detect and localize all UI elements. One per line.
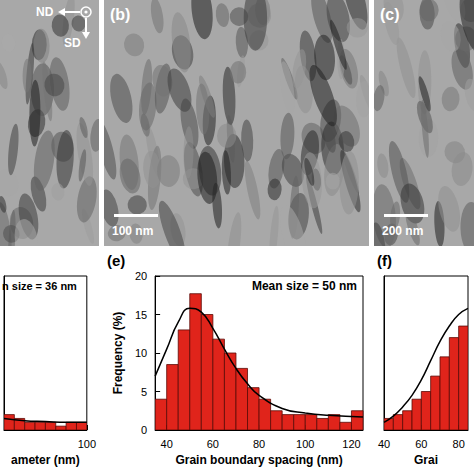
html-text:(c): (c) [380, 6, 400, 23]
html-text:100 nm: 100 nm [112, 224, 154, 238]
svg-text:120: 120 [342, 438, 360, 450]
svg-text:20: 20 [135, 270, 147, 282]
svg-text:40: 40 [378, 438, 390, 450]
html-text:(e): (e) [107, 252, 126, 269]
svg-text:15: 15 [135, 309, 147, 321]
svg-text:Frequency (%): Frequency (%) [111, 312, 125, 395]
svg-text:ameter (nm): ameter (nm) [11, 453, 80, 467]
svg-text:Grain boundary spacing (nm): Grain boundary spacing (nm) [175, 453, 342, 467]
html-text:ND: ND [36, 5, 54, 19]
svg-text:40: 40 [161, 438, 173, 450]
svg-text:10: 10 [135, 347, 147, 359]
html-text:SD: SD [64, 36, 81, 50]
svg-text:60: 60 [207, 438, 219, 450]
svg-text:80: 80 [453, 438, 465, 450]
svg-text:Grai: Grai [414, 453, 438, 467]
html-text:(f): (f) [377, 252, 392, 269]
svg-text:80: 80 [253, 438, 265, 450]
svg-text:100: 100 [78, 438, 96, 450]
svg-text:5: 5 [141, 386, 147, 398]
svg-text:100: 100 [296, 438, 314, 450]
svg-text:Mean size = 50 nm: Mean size = 50 nm [252, 279, 357, 293]
svg-text:0: 0 [141, 424, 147, 436]
svg-text:n size = 36 nm: n size = 36 nm [2, 280, 77, 292]
html-text:(b): (b) [110, 6, 131, 23]
html-text:200 nm: 200 nm [382, 224, 424, 238]
svg-text:60: 60 [415, 438, 427, 450]
